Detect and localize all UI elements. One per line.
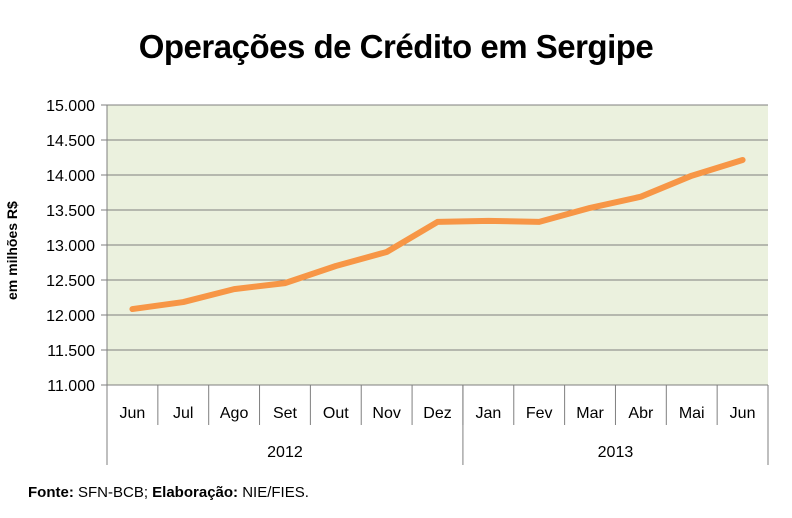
y-tick-label: 12.500 [46,273,95,290]
x-tick-label: Dez [423,405,451,422]
group-label: 2013 [598,444,634,461]
source-footer: Fonte: SFN-BCB; Elaboração: NIE/FIES. [28,484,309,501]
x-tick-label: Set [273,405,298,422]
y-tick-label: 15.000 [46,98,95,115]
x-tick-label: Ago [220,405,249,422]
chart-title: Operações de Crédito em Sergipe [138,28,654,65]
y-tick-label: 14.500 [46,133,95,150]
y-tick-label: 12.000 [46,308,95,325]
y-tick-label: 13.000 [46,238,95,255]
x-tick-label: Mar [576,405,604,422]
x-tick-label: Out [323,405,349,422]
x-tick-label: Jan [475,405,501,422]
group-label: 2012 [267,444,303,461]
x-tick-label: Jun [120,405,146,422]
gridlines [107,104,768,386]
x-tick-label: Fev [526,405,553,422]
x-tick-label: Abr [628,405,654,422]
x-axis: Jun Jul Ago Set Out Nov Dez Jan Fev Mar Abr Mai Jun 2… [120,385,769,465]
source-value: SFN-BCB; [73,484,153,501]
x-tick-label: Mai [679,405,705,422]
x-tick-label: Jul [173,405,193,422]
x-tick-label: Jun [730,405,756,422]
source-label: Fonte: [28,484,74,501]
elaboration-label: Elaboração: [152,484,239,501]
y-tick-label: 14.000 [46,168,95,185]
elaboration-value: NIE/FIES. [238,484,309,501]
series-layer [129,156,746,313]
x-tick-label: Nov [372,405,400,422]
y-tick-label: 11.000 [47,378,95,395]
y-axis: 11.000 11.500 12.000 12.500 13.000 13.500 14.0… [46,98,108,465]
y-tick-label: 13.500 [46,203,95,220]
y-tick-label: 11.500 [47,343,95,360]
